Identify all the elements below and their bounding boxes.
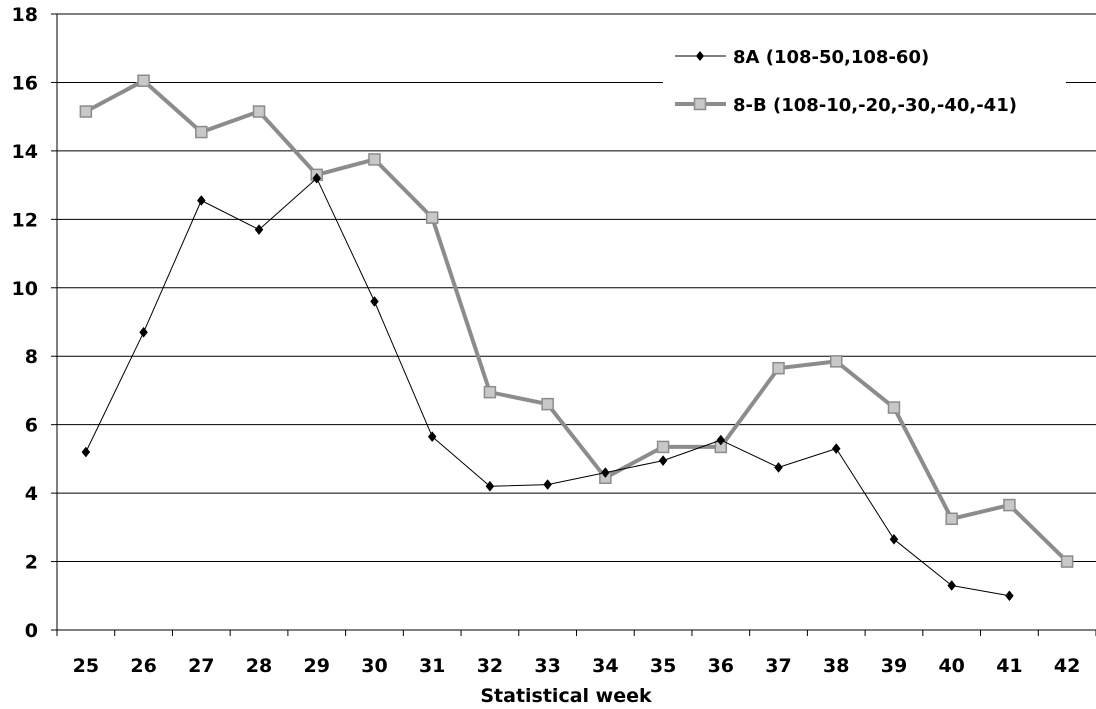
data-point-diamond bbox=[427, 431, 437, 443]
data-point-square bbox=[541, 397, 554, 411]
data-point-square bbox=[887, 401, 901, 414]
y-tick-label: 10 bbox=[12, 278, 38, 300]
y-tick-label: 12 bbox=[12, 209, 38, 231]
y-tick-label: 16 bbox=[12, 72, 38, 94]
y-tick-label: 8 bbox=[25, 346, 38, 368]
data-point-square bbox=[945, 512, 958, 526]
x-tick-label: 37 bbox=[765, 655, 791, 677]
data-point-diamond bbox=[543, 479, 552, 490]
data-point-diamond bbox=[81, 446, 91, 458]
y-tick-label: 14 bbox=[12, 141, 38, 163]
x-tick-label: 39 bbox=[881, 655, 907, 677]
data-point-square bbox=[830, 355, 843, 368]
x-tick-label: 41 bbox=[996, 655, 1022, 677]
legend-box bbox=[663, 36, 1066, 134]
series-0 bbox=[81, 172, 1014, 602]
legend: 8A (108-50,108-60) 8-B (108-10,-20,-30,-4… bbox=[663, 36, 1066, 134]
x-tick-label: 27 bbox=[188, 655, 214, 677]
data-point-diamond bbox=[312, 172, 322, 184]
x-tick-label: 30 bbox=[361, 655, 387, 677]
tick-labels: 0 2 4 6 8 10 12 14 16 18 25 26 27 28 29 30 31 32 33 34 35 36 3… bbox=[12, 4, 1081, 677]
data-point-square bbox=[252, 105, 266, 118]
x-tick-label: 31 bbox=[419, 655, 445, 677]
data-point-diamond bbox=[196, 195, 206, 206]
y-tick-label: 18 bbox=[12, 4, 38, 26]
series-lines bbox=[79, 74, 1074, 602]
legend-marker-square bbox=[693, 97, 707, 111]
data-point-square bbox=[195, 125, 208, 139]
data-point-square bbox=[137, 74, 150, 87]
data-point-diamond bbox=[831, 443, 841, 455]
data-point-diamond bbox=[1005, 590, 1014, 602]
y-tick-label: 4 bbox=[25, 483, 38, 505]
data-point-diamond bbox=[370, 296, 379, 307]
data-point-square bbox=[483, 385, 497, 399]
data-point-square bbox=[1003, 498, 1016, 512]
y-tick-label: 6 bbox=[25, 415, 38, 437]
series-line bbox=[84, 78, 1069, 564]
x-tick-label: 34 bbox=[592, 655, 618, 677]
data-point-diamond bbox=[601, 467, 610, 478]
data-point-diamond bbox=[774, 462, 783, 473]
legend-marker-diamond bbox=[696, 51, 704, 61]
data-point-diamond bbox=[889, 533, 899, 545]
data-point-diamond bbox=[485, 480, 495, 492]
data-point-diamond bbox=[716, 434, 726, 446]
x-tick-label: 35 bbox=[650, 655, 676, 677]
data-point-diamond bbox=[658, 455, 668, 467]
data-point-square bbox=[425, 211, 439, 224]
x-tick-label: 29 bbox=[304, 655, 330, 677]
x-tick-label: 38 bbox=[823, 655, 849, 677]
data-point-square bbox=[656, 440, 670, 454]
data-point-square bbox=[1060, 555, 1074, 568]
y-tick-label: 2 bbox=[25, 552, 38, 574]
x-tick-label: 40 bbox=[938, 655, 964, 677]
x-tick-label: 42 bbox=[1054, 655, 1080, 677]
data-point-diamond bbox=[139, 326, 148, 338]
gridlines bbox=[57, 13, 1096, 563]
x-tick-label: 33 bbox=[534, 655, 560, 677]
x-tick-label: 26 bbox=[130, 655, 156, 677]
x-tick-label: 28 bbox=[246, 655, 272, 677]
x-tick-label: 36 bbox=[708, 655, 734, 677]
legend-label: 8-B (108-10,-20,-30,-40,-41) bbox=[733, 95, 1017, 116]
data-point-diamond bbox=[254, 224, 264, 236]
data-point-diamond bbox=[947, 580, 957, 591]
data-point-square bbox=[772, 361, 785, 375]
data-point-square bbox=[79, 105, 93, 118]
y-tick-label: 0 bbox=[25, 620, 38, 642]
data-point-square bbox=[368, 153, 381, 166]
x-tick-label: 32 bbox=[477, 655, 503, 677]
legend-label: 8A (108-50,108-60) bbox=[733, 47, 929, 68]
axes bbox=[51, 13, 1096, 636]
x-axis-title: Statistical week bbox=[480, 685, 652, 707]
x-tick-label: 25 bbox=[73, 655, 99, 677]
